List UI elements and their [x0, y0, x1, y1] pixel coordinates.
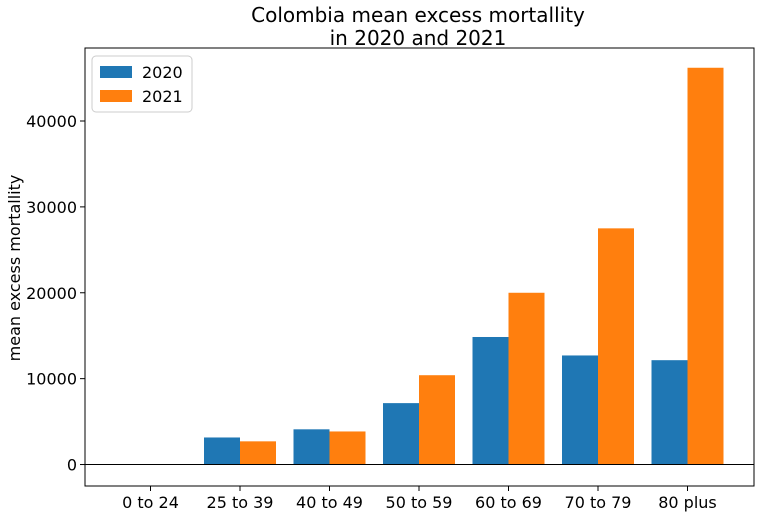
bar-2020-3	[383, 403, 419, 465]
chart-title-line-2: in 2020 and 2021	[330, 26, 507, 50]
x-tick-label-0: 0 to 24	[122, 493, 179, 512]
bar-2021-5	[598, 228, 634, 465]
x-tick-label-2: 40 to 49	[296, 493, 363, 512]
legend-swatch-2021	[100, 90, 132, 102]
legend-label-2021: 2021	[142, 87, 183, 106]
y-axis-label: mean excess mortallity	[5, 175, 24, 362]
legend-label-2020: 2020	[142, 63, 183, 82]
x-tick-label-3: 50 to 59	[386, 493, 453, 512]
y-tick-label-3: 30000	[26, 198, 77, 217]
y-tick-label-0: 0	[67, 456, 77, 475]
y-tick-label-1: 10000	[26, 370, 77, 389]
x-tick-label-5: 70 to 79	[565, 493, 632, 512]
legend: 2020 2021	[91, 55, 193, 113]
bar-2020-5	[562, 355, 598, 465]
bar-2021-3	[419, 375, 455, 465]
x-tick-label-4: 60 to 69	[475, 493, 542, 512]
chart-title: Colombia mean excess mortallity in 2020 …	[251, 3, 585, 50]
plot-area: 0 10000 20000 30000 40000 0 to 24 25 to 39 40 t…	[26, 47, 755, 512]
bar-2020-1	[204, 437, 240, 465]
legend-swatch-2020	[100, 66, 132, 78]
bar-2021-4	[508, 292, 545, 465]
chart-title-line-1: Colombia mean excess mortallity	[251, 3, 585, 27]
y-tick-label-4: 40000	[26, 112, 77, 131]
bar-2021-6	[687, 67, 724, 465]
bar-2021-1	[240, 441, 276, 465]
x-tick-label-1: 25 to 39	[207, 493, 274, 512]
bar-2021-2	[329, 431, 366, 465]
y-tick-label-2: 20000	[26, 284, 77, 303]
bar-2020-2	[293, 429, 330, 465]
bar-2020-6	[651, 360, 688, 465]
x-tick-label-6: 80 plus	[658, 493, 717, 512]
bar-2020-4	[472, 336, 509, 465]
